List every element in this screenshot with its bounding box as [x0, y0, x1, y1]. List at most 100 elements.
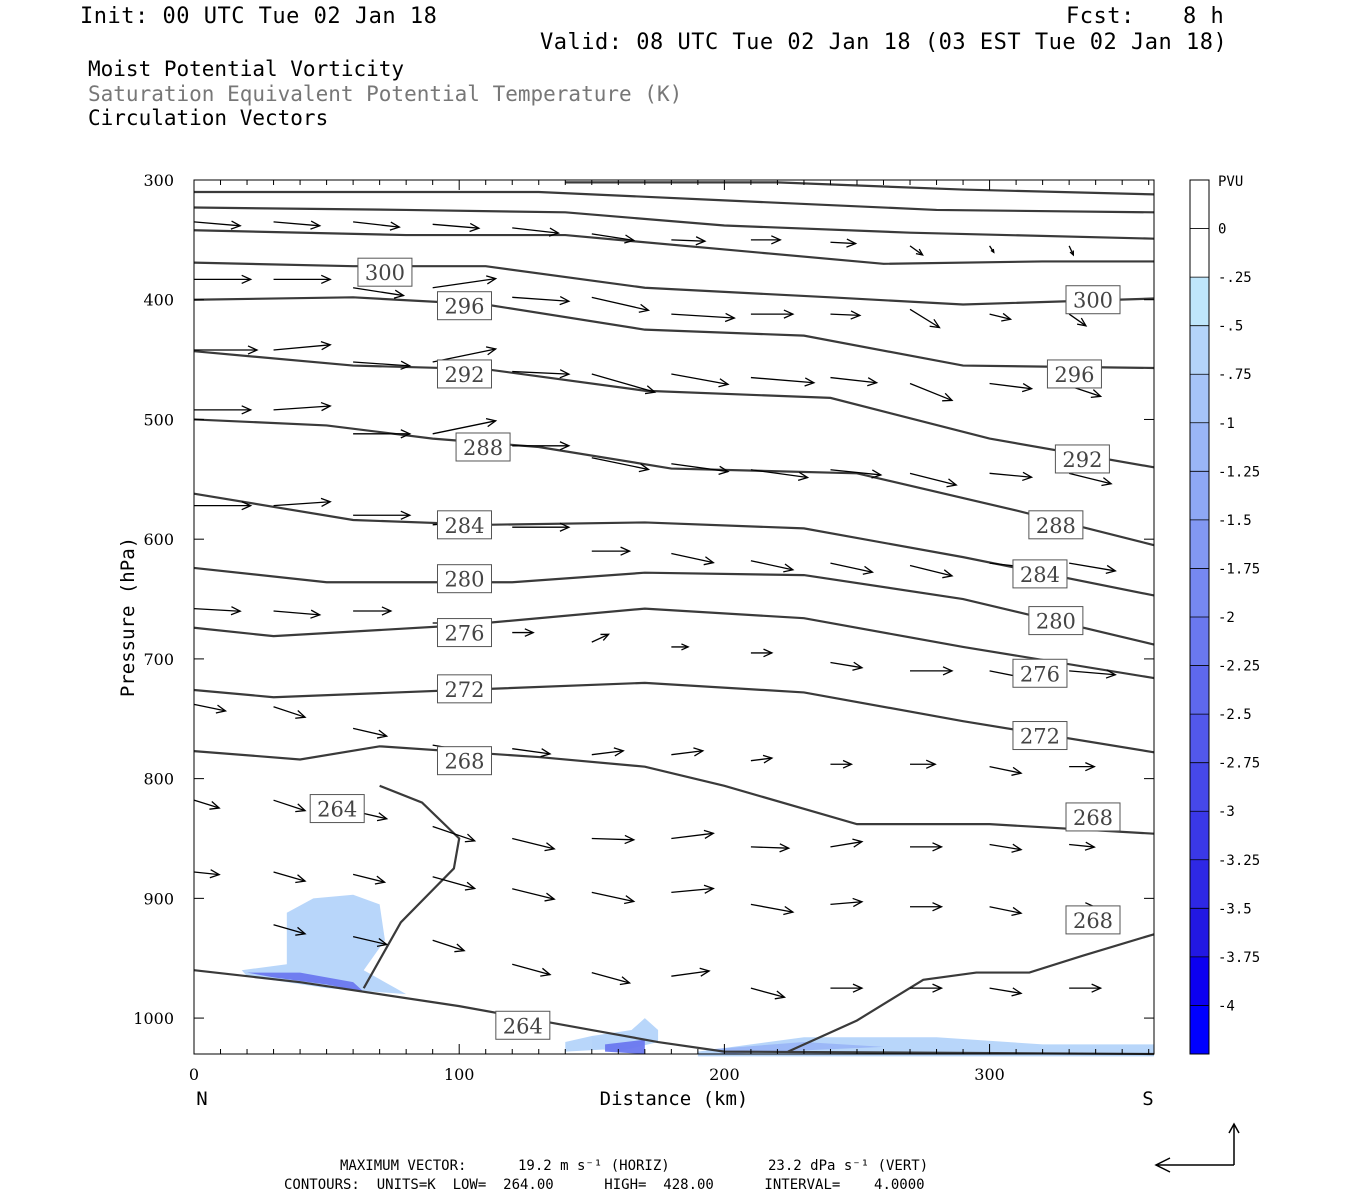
circulation-vector	[1068, 245, 1075, 257]
circulation-vector	[273, 799, 307, 813]
mpv-area	[247, 972, 364, 992]
circulation-vector	[273, 609, 322, 619]
circulation-vector	[830, 897, 864, 908]
contour-label-layer: 264 264 268 268 268 272 272 276 276 280 280 284 284 2…	[309, 257, 1121, 1040]
circulation-vector	[671, 884, 715, 894]
circulation-vector	[671, 829, 715, 840]
contour-label-box	[1012, 658, 1068, 688]
circulation-vector	[512, 296, 571, 306]
colorbar-swatch	[1190, 811, 1209, 860]
y-tick-label: 500	[143, 410, 174, 429]
colorbar-label: -.5	[1218, 319, 1243, 335]
circulation-vector	[353, 606, 393, 616]
circulation-vector	[671, 967, 711, 977]
x-tick-label: 200	[709, 1065, 740, 1084]
circulation-vector	[353, 287, 406, 299]
contour-label: 268	[1073, 806, 1113, 830]
circulation-vector	[273, 706, 307, 719]
mpv-shading-layer	[241, 894, 1154, 1057]
circulation-vector	[830, 759, 854, 769]
reference-vector-icon	[1154, 1122, 1240, 1173]
circulation-vector	[989, 382, 1034, 393]
contour-label: 296	[1054, 363, 1094, 387]
contour-label: 276	[444, 622, 484, 646]
colorbar-swatch	[1190, 228, 1209, 278]
circulation-vector	[989, 471, 1034, 482]
contour-label-box	[436, 674, 492, 704]
valid-time: Valid: 08 UTC Tue 02 Jan 18 (03 EST Tue …	[540, 30, 1228, 55]
circulation-vector	[273, 220, 322, 230]
colorbar-label: -2	[1218, 610, 1235, 626]
x-tick-label: 300	[974, 1065, 1005, 1084]
circulation-vector	[353, 221, 401, 231]
contour-label-box	[1065, 285, 1121, 315]
contour-label-box	[357, 257, 413, 287]
forecast-hour: 8 h	[1183, 4, 1225, 29]
colorbar-label: -1.75	[1218, 561, 1260, 577]
circulation-vector	[909, 308, 941, 329]
contour-label: 288	[463, 436, 503, 460]
colorbar-label: -3.75	[1218, 950, 1260, 966]
theta-e-contour	[193, 681, 1155, 754]
circulation-vector	[591, 633, 611, 643]
theta-e-contour	[193, 206, 1155, 240]
circulation-vector	[432, 939, 466, 953]
circulation-vector	[909, 472, 958, 488]
circulation-vector	[194, 501, 253, 511]
circulation-vector	[353, 510, 412, 520]
y-tick-label: 300	[143, 171, 174, 190]
contour-label: 268	[1073, 909, 1113, 933]
circulation-vector	[909, 382, 954, 402]
max-vector-vertical: 23.2 dPa s⁻¹ (VERT)	[768, 1158, 929, 1174]
x-tick-label: 0	[189, 1065, 199, 1084]
contour-label: 280	[444, 568, 484, 592]
circulation-vector	[671, 373, 730, 388]
y-axis-title: Pressure (hPa)	[117, 537, 139, 697]
colorbar-swatch	[1190, 519, 1209, 569]
circulation-vector	[512, 227, 561, 237]
plot-frame	[193, 179, 1155, 1055]
contour-label-box	[436, 510, 492, 540]
colorbar-label: -2.25	[1218, 659, 1260, 675]
circulation-vector	[989, 766, 1023, 776]
contour-label: 292	[1062, 448, 1102, 472]
circulation-vector	[591, 373, 657, 395]
circulation-vector	[1069, 562, 1117, 575]
colorbar-label: -2.75	[1218, 756, 1260, 772]
colorbar-label: -4	[1218, 998, 1235, 1014]
y-tick-label: 900	[143, 889, 174, 908]
circulation-vector	[512, 837, 556, 852]
contour-label-box	[309, 794, 365, 824]
circulation-vector	[352, 873, 387, 885]
theta-e-contour	[565, 181, 1155, 196]
circulation-vector	[671, 236, 707, 246]
theta-e-contour	[193, 492, 1155, 597]
circulation-vector	[750, 987, 787, 1000]
circulation-vector	[1069, 669, 1117, 679]
circulation-vector	[273, 340, 332, 351]
circulation-vector	[910, 842, 944, 852]
circulation-vector	[1069, 762, 1096, 772]
colorbar-swatch	[1190, 956, 1209, 1006]
contour-label: 272	[444, 678, 484, 702]
circulation-vector	[432, 418, 498, 435]
contour-label: 276	[1020, 662, 1060, 686]
contour-label-box	[1046, 359, 1102, 389]
south-label: S	[1142, 1088, 1153, 1110]
circulation-vector	[750, 754, 774, 764]
circulation-vector	[989, 843, 1023, 853]
circulation-vector	[750, 903, 795, 916]
circulation-vector	[193, 799, 221, 810]
contour-label-box	[436, 618, 492, 648]
contour-info: CONTOURS: UNITS=K LOW= 264.00 HIGH= 428.…	[284, 1177, 925, 1193]
circulation-vector	[830, 310, 862, 320]
circulation-vector	[512, 748, 552, 758]
field-title-vectors: Circulation Vectors	[88, 106, 329, 130]
circulation-vector	[1069, 841, 1096, 851]
circulation-vector	[591, 891, 636, 905]
x-tick-label: 100	[444, 1065, 475, 1084]
circulation-vector	[193, 220, 242, 230]
circulation-vector	[273, 401, 332, 412]
contour-label: 272	[1020, 725, 1060, 749]
